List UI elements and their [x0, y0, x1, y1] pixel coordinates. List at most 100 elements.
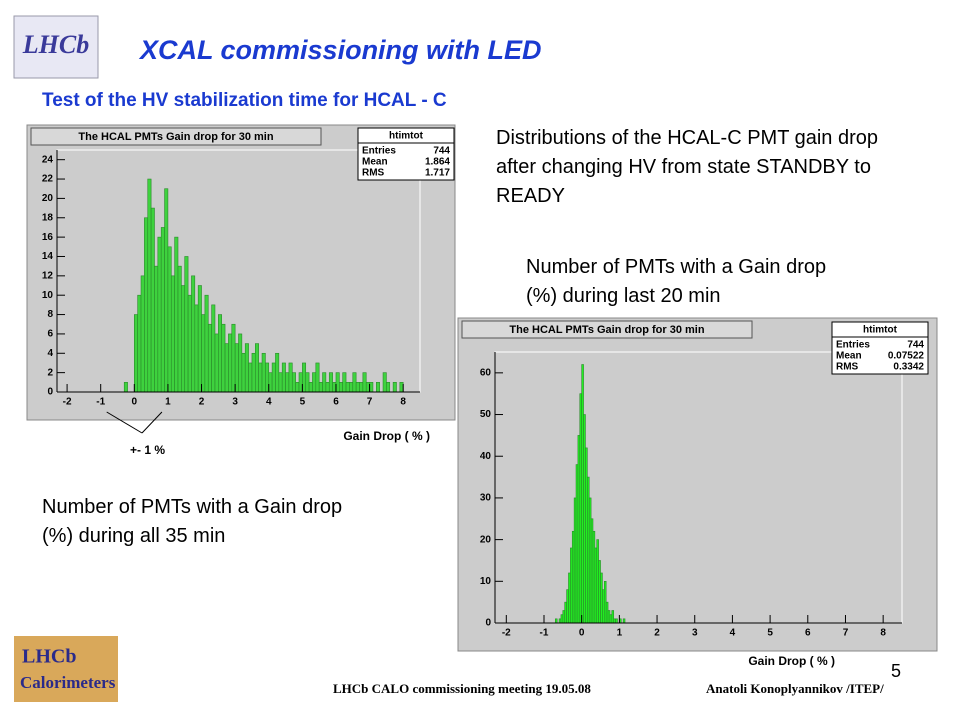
y-tick-label: 10	[42, 290, 54, 301]
x-tick-label: 2	[199, 397, 205, 408]
bar	[258, 362, 263, 393]
bar	[194, 304, 199, 393]
bar	[305, 372, 310, 393]
bar	[369, 382, 374, 393]
x-tick-label: 7	[843, 628, 849, 639]
bar	[322, 372, 327, 393]
y-tick-label: 18	[42, 212, 54, 223]
bar	[278, 372, 283, 393]
text: Number of PMTs with a Gain drop (%) duri…	[526, 256, 827, 307]
bar	[312, 372, 317, 393]
logo-text: LHCb	[22, 30, 89, 59]
stats-value: 744	[907, 340, 924, 351]
x-tick-label: 0	[579, 628, 585, 639]
bar	[214, 333, 219, 393]
bar	[174, 236, 179, 393]
x-tick-label: 6	[805, 628, 811, 639]
bar	[251, 352, 256, 393]
x-tick-label: 7	[367, 397, 373, 408]
title-box	[461, 320, 753, 339]
text: Number of PMTs with a Gain drop (%) duri…	[42, 496, 343, 547]
bar	[352, 372, 357, 393]
bar	[154, 265, 159, 393]
bar	[191, 275, 196, 393]
bar	[184, 256, 189, 393]
y-tick-label: 2	[47, 367, 53, 378]
subtitle: Test of the HV stabilization time for HC…	[42, 90, 447, 111]
stats-label: RMS	[836, 362, 859, 373]
text: Distributions of the HCAL-C PMT gain dro…	[496, 127, 879, 207]
bar	[325, 382, 330, 393]
bar	[167, 246, 172, 393]
bar	[386, 382, 391, 393]
bar	[234, 343, 239, 393]
annotation: +- 1 %	[130, 443, 165, 457]
bar	[362, 372, 367, 393]
bar	[160, 227, 165, 393]
stats-label: RMS	[362, 168, 385, 179]
x-tick-label: -1	[540, 628, 549, 639]
bar	[177, 265, 182, 393]
bar	[147, 178, 152, 393]
bar	[271, 362, 276, 393]
bar	[315, 362, 320, 393]
text-block: Number of PMTs with a Gain drop (%) duri…	[526, 256, 827, 307]
bar	[244, 343, 249, 393]
bar	[281, 362, 286, 393]
stats-label: Entries	[362, 146, 396, 157]
x-tick-label: -2	[502, 628, 511, 639]
bar	[241, 352, 246, 393]
bar	[201, 314, 206, 393]
bar	[318, 382, 323, 393]
bar	[144, 217, 149, 393]
y-tick-label: 0	[485, 618, 491, 629]
stats-name: htimtot	[863, 325, 898, 336]
x-tick-label: 3	[232, 397, 238, 408]
title: XCAL commissioning with LED	[138, 35, 542, 65]
stats-label: Entries	[836, 340, 870, 351]
y-tick-label: 24	[42, 154, 54, 165]
x-tick-label: 6	[333, 397, 339, 408]
x-axis-label: Gain Drop ( % )	[343, 429, 430, 443]
bar	[554, 618, 558, 624]
bar	[224, 343, 229, 393]
bar	[622, 618, 626, 624]
bar	[228, 333, 233, 393]
x-tick-label: -2	[63, 397, 72, 408]
y-tick-label: 14	[42, 251, 54, 262]
bar	[345, 382, 350, 393]
bar	[392, 382, 397, 393]
y-tick-label: 0	[47, 387, 53, 398]
stats-label: Mean	[836, 351, 862, 362]
bar	[231, 323, 236, 393]
bar	[349, 382, 354, 393]
y-tick-label: 4	[47, 348, 53, 359]
bar	[268, 372, 273, 393]
bar	[382, 372, 387, 393]
bar	[275, 352, 280, 393]
x-tick-label: 5	[767, 628, 773, 639]
bar	[332, 382, 337, 393]
stats-value: 0.07522	[888, 351, 925, 362]
y-tick-label: 22	[42, 174, 54, 185]
x-tick-label: 8	[400, 397, 406, 408]
y-tick-label: 30	[480, 493, 492, 504]
logo-box	[14, 636, 118, 702]
x-tick-label: -1	[96, 397, 105, 408]
bar	[308, 382, 313, 393]
bar	[359, 382, 364, 393]
bar	[355, 382, 360, 393]
stats-value: 1.864	[425, 157, 450, 168]
bar	[187, 294, 192, 393]
bar	[164, 188, 169, 393]
footer: LHCb CALO commissioning meeting 19.05.08	[333, 681, 591, 696]
bar	[399, 382, 404, 393]
chart-title: The HCAL PMTs Gain drop for 30 min	[78, 131, 273, 143]
y-tick-label: 16	[42, 232, 54, 243]
x-tick-label: 1	[617, 628, 623, 639]
bar	[365, 382, 370, 393]
bar	[335, 372, 340, 393]
bar	[248, 362, 253, 393]
bar	[295, 382, 300, 393]
